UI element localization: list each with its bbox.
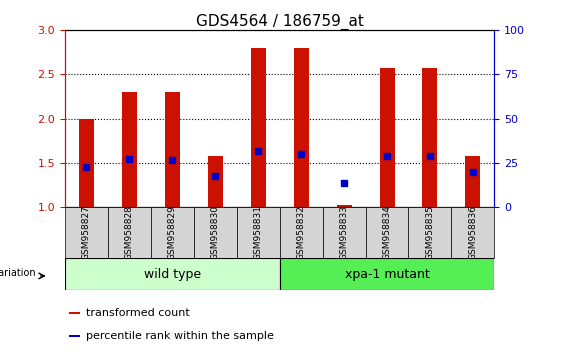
Text: GSM958836: GSM958836 xyxy=(468,205,477,260)
Bar xyxy=(337,205,351,207)
Text: GSM958834: GSM958834 xyxy=(383,205,392,260)
Bar xyxy=(65,258,280,290)
Text: GSM958829: GSM958829 xyxy=(168,205,177,260)
Bar xyxy=(69,312,80,314)
Bar xyxy=(165,92,180,207)
Bar xyxy=(208,156,223,207)
Bar xyxy=(280,258,494,290)
Bar xyxy=(451,207,494,258)
Bar xyxy=(79,119,94,207)
Bar xyxy=(65,207,108,258)
Text: GSM958833: GSM958833 xyxy=(340,205,349,260)
Bar xyxy=(280,207,323,258)
Bar xyxy=(294,48,308,207)
Bar xyxy=(194,207,237,258)
Bar xyxy=(408,207,451,258)
Text: GSM958835: GSM958835 xyxy=(425,205,434,260)
Bar xyxy=(108,207,151,258)
Text: transformed count: transformed count xyxy=(86,308,190,318)
Bar xyxy=(366,207,408,258)
Bar xyxy=(237,207,280,258)
Text: genotype/variation: genotype/variation xyxy=(0,268,36,278)
Bar xyxy=(466,156,480,207)
Bar xyxy=(323,207,366,258)
Text: wild type: wild type xyxy=(144,268,201,281)
Text: percentile rank within the sample: percentile rank within the sample xyxy=(86,331,275,341)
Bar xyxy=(151,207,194,258)
Text: xpa-1 mutant: xpa-1 mutant xyxy=(345,268,429,281)
Text: GSM958831: GSM958831 xyxy=(254,205,263,260)
Bar xyxy=(251,48,266,207)
Bar xyxy=(380,68,394,207)
Text: GSM958832: GSM958832 xyxy=(297,205,306,260)
Bar xyxy=(69,335,80,337)
Text: GSM958828: GSM958828 xyxy=(125,205,134,260)
Bar xyxy=(423,68,437,207)
Title: GDS4564 / 186759_at: GDS4564 / 186759_at xyxy=(195,14,364,30)
Text: GSM958830: GSM958830 xyxy=(211,205,220,260)
Text: GSM958827: GSM958827 xyxy=(82,205,91,260)
Bar xyxy=(122,92,137,207)
